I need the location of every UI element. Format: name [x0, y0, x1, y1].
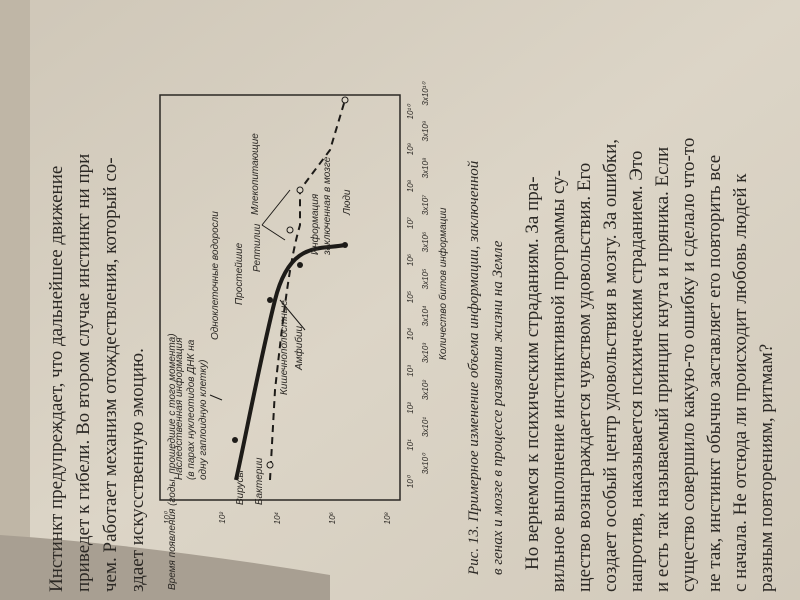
figure-frame [159, 94, 401, 501]
body-line: создает особый центр удовольствия в мозг… [600, 139, 621, 592]
underlying-page [0, 535, 330, 600]
label-pointers [209, 189, 306, 401]
x-tick-label: 10⁷ [406, 216, 415, 229]
annotation: заключенная в мозге [322, 156, 333, 256]
body-line: не так, инстинкт обычно заставляет его п… [704, 155, 725, 592]
x-tick-label: 10¹ [406, 439, 415, 451]
x-tick-label: 3x10⁴ [421, 305, 430, 326]
x-tick-label: 3x10¹⁰ [421, 81, 430, 106]
x-tick-label: 10² [406, 402, 415, 414]
body-line: вильное выполнение инстинктивной програм… [548, 170, 569, 592]
x-tick-label: 10⁹ [406, 142, 415, 155]
x-tick-label: 3x10⁹ [421, 120, 430, 141]
x-tick-label: 10⁸ [406, 179, 415, 192]
annotation: Люди [342, 189, 353, 216]
gene-points [232, 242, 348, 443]
y-tick-label: 10⁰ [163, 510, 172, 524]
x-tick-label: 10⁶ [406, 253, 415, 266]
gene-curve [234, 243, 346, 481]
annotation: Кишечнополостные [279, 300, 290, 395]
y-tick-label: 10⁸ [383, 511, 392, 524]
x-tick-label: 3x10³ [421, 343, 430, 363]
x-tick-label: 3x10⁵ [421, 268, 430, 289]
body-line: щество вознаграждается чувством удовольс… [574, 163, 595, 592]
annotation: Бактерии [254, 457, 265, 505]
annotation: Рептилии [252, 223, 263, 272]
annotation: Амфибии [293, 325, 305, 371]
y-tick-label: 10² [218, 512, 227, 524]
paragraph-line: здает искусственную эмоцию. [127, 348, 148, 592]
x-tick-label: 10⁴ [406, 327, 415, 340]
annotation: Наследственная информация [173, 337, 185, 480]
x-tick-label: 10⁰ [406, 474, 415, 488]
x-tick-label: 3x10⁶ [421, 231, 430, 252]
y-tick-label: 10⁴ [273, 511, 282, 524]
caption-line: Рис. 13. Примерное изменение объема инфо… [466, 160, 482, 576]
x-tick-label: 10¹⁰ [406, 103, 415, 120]
body-line: с начала. Не отсюда ли происходит любовь… [730, 173, 751, 592]
annotation: (в парах нуклеотидов ДНК на [186, 339, 197, 480]
x-tick-label: 10³ [406, 365, 415, 377]
x-tick-label: 3x10² [421, 380, 430, 400]
body-line: Но вернемся к психическим страданиям. За… [522, 176, 543, 570]
body-line: и есть так называемый принцип кнута и пр… [652, 147, 673, 592]
paragraph-line: чем. Работает механизм отождествления, к… [100, 157, 121, 592]
body-line: разным повторениям, ритмам? [756, 344, 777, 592]
x-tick-label: 10⁵ [406, 290, 415, 303]
paragraph-line: Инстинкт предупреждает, что дальнейшее д… [46, 166, 67, 592]
annotation: Одноклеточные водоросли [210, 211, 221, 340]
annotation: Информация [309, 193, 321, 255]
annotation: Млекопитающие [250, 133, 261, 215]
body-line: существо совершило какую-то ошибку и сде… [678, 138, 699, 592]
x-tick-label: 3x10⁰ [421, 452, 430, 474]
x-tick-label: 3x10⁸ [421, 157, 430, 178]
x-tick-label: 3x10⁷ [421, 194, 430, 215]
annotation: одну гаплоидную клетку) [198, 360, 209, 480]
y-tick-label: 10⁶ [328, 511, 337, 524]
paragraph-line: приведет к гибели. Во втором случае инст… [73, 154, 94, 592]
brain-points [266, 96, 349, 469]
brain-curve [269, 99, 346, 481]
annotation: Вирусы [235, 470, 246, 505]
y-axis-title: Время появления (годы, прошедшие с того … [167, 333, 178, 590]
annotation: Простейшие [234, 242, 245, 305]
body-line: напротив, наказывается психическим страд… [626, 151, 647, 592]
page-edge [0, 0, 30, 600]
x-tick-label: 3x10¹ [421, 417, 430, 437]
x-axis-title: Количество битов информации [437, 207, 449, 360]
caption-line: в генах и мозге в процессе развития жизн… [490, 240, 506, 575]
